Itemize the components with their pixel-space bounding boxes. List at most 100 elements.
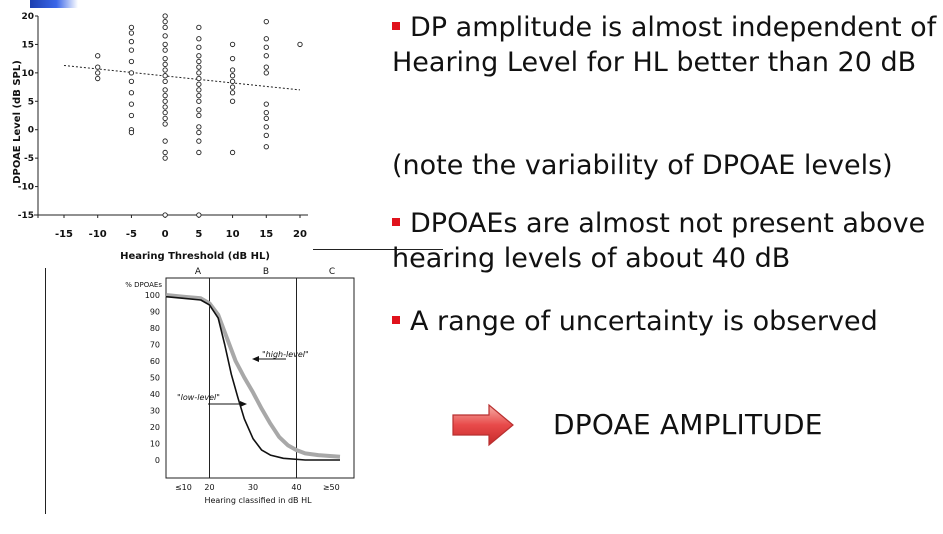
low-level-arrowhead [240,401,247,407]
bullet-amplitude-independent: DP amplitude is almost independent of He… [392,10,940,80]
low-level-label: "low-level" [177,393,220,402]
y-tick-label: 60 [150,357,160,366]
data-point [196,53,202,59]
data-point [263,53,269,59]
y-tick-label: 10 [21,69,34,79]
data-point [162,61,168,67]
data-point [128,101,135,107]
x-tick-label: 5 [195,229,202,240]
data-point [95,70,101,76]
region-label: A [195,267,202,277]
high-level-curve [165,293,341,459]
data-point [162,33,168,39]
data-point [196,129,202,136]
data-point [95,64,101,70]
data-point [263,44,269,50]
data-point [263,36,269,42]
data-point [162,138,168,144]
high-level-label: "high-level" [262,350,309,359]
data-point [263,64,269,70]
y-tick-label: -15 [18,211,34,221]
x-tick-label: 10 [226,229,240,240]
data-point [162,47,168,53]
y-tick-label: 0 [155,456,160,465]
data-point [196,212,202,218]
data-point [162,115,168,121]
variability-note: (note the variability of DPOAE levels) [392,150,893,181]
data-point [263,144,269,150]
data-point [162,55,168,62]
data-point [229,41,236,48]
data-point [162,212,168,218]
y-tick-label: 90 [150,308,160,317]
y-tick-label: 10 [150,440,160,449]
y-tick-label: 15 [21,40,34,50]
data-point [162,92,168,99]
x-tick-label: 0 [162,229,169,240]
data-point [128,24,135,31]
bullet-text: A range of uncertainty is observed [410,306,878,337]
y-tick-label: 20 [150,423,160,432]
data-point [162,24,168,31]
data-point [196,81,202,87]
region-label: C [329,267,335,277]
data-point [263,115,269,121]
bullet-square-icon [392,22,400,30]
data-point [162,67,168,73]
data-point [263,19,269,25]
data-point [196,112,202,119]
data-point [162,78,168,85]
data-point [196,44,202,50]
high-level-arrowhead [252,356,259,362]
data-point [162,121,168,127]
data-point [162,104,168,110]
y-tick-label: 50 [150,374,160,383]
y-tick-label: 0 [28,126,34,136]
bullet-uncertainty: A range of uncertainty is observed [392,304,940,339]
x-tick-label: 15 [259,229,273,240]
data-point [229,149,236,156]
data-point [196,124,202,130]
dpoae-amplitude-label: DPOAE AMPLITUDE [553,408,823,441]
data-point [128,112,135,119]
y-axis-title: DPOAE Level (dB SPL) [12,60,23,184]
x-axis-title: Hearing Threshold (dB HL) [120,251,270,262]
y-tick-label: -10 [18,183,34,193]
data-point [229,98,236,104]
bullet-square-icon [392,218,400,226]
x-tick-label: -15 [55,229,73,240]
data-point [162,73,168,79]
y-tick-label: 5 [28,97,34,107]
bullet-square-icon [392,316,400,324]
corner-accent [30,0,78,8]
data-point [196,75,202,82]
data-point [162,87,168,93]
x-tick-label: 20 [293,229,307,240]
scatter-chart: 20 15 10 5 0 -5 -10 -15 -15 -10 -5 0 5 10 15 20 Hearing … [12,12,308,262]
data-point [263,132,269,139]
data-point [196,98,202,104]
data-point [263,101,269,107]
data-point [95,53,101,59]
data-point [196,87,202,93]
data-point [229,78,236,85]
data-point [128,129,135,136]
data-point [196,107,202,113]
data-point [229,84,236,90]
data-point [95,75,101,82]
y-tick-label: 20 [21,12,34,22]
data-point [196,149,202,156]
data-point [196,58,202,65]
data-point [263,110,269,116]
plot-frame [165,277,355,479]
data-point [128,38,135,45]
x-tick-label: 30 [248,483,258,492]
y-tick-label: -5 [24,154,34,164]
data-point [162,98,168,104]
y-tick-label: 40 [150,390,160,399]
data-point [196,70,202,76]
data-point [229,67,236,73]
data-point [162,110,168,116]
data-point [128,58,135,65]
